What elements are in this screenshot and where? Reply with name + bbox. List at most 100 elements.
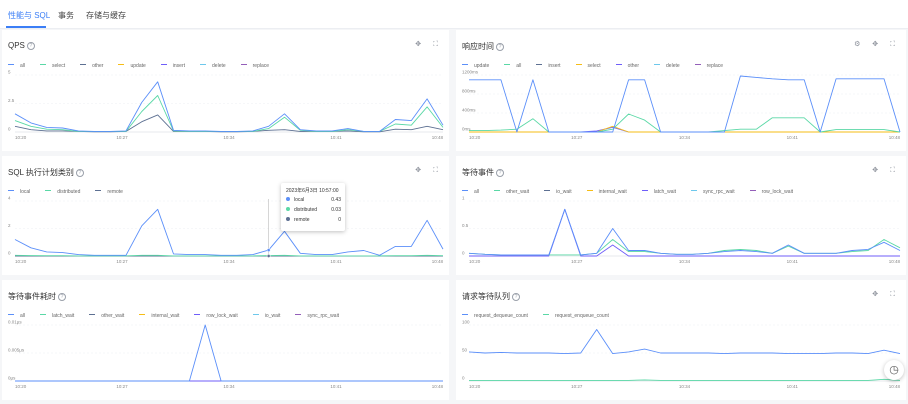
legend-swatch — [139, 314, 146, 315]
legend-item[interactable]: row_lock_wait — [194, 313, 238, 319]
panel-tools-icons[interactable]: ✥ ⛶ — [872, 291, 900, 298]
line-chart[interactable]: 0µs 0.005µs 0.01µs 10:20 10:27 10:34 10:41 10:4… — [2, 280, 449, 400]
line-chart[interactable]: 0 50 100 10:20 10:27 10:34 10:41 10:48 — [456, 280, 906, 400]
y-tick-label: 0 — [462, 251, 465, 256]
legend-label: delete — [212, 63, 226, 69]
legend-item[interactable]: internal_wait — [586, 189, 627, 195]
tooltip-series-name: remote — [294, 217, 310, 223]
legend-item[interactable]: io_wait — [252, 313, 281, 319]
x-tick-label: 10:48 — [889, 384, 901, 389]
legend-item[interactable]: delete — [200, 63, 226, 69]
legend-item[interactable]: internal_wait — [139, 313, 179, 319]
help-icon[interactable]: ? — [75, 169, 84, 177]
legend-item[interactable]: delete — [654, 63, 680, 69]
panel-tools-icons[interactable]: ✥ ⛶ — [415, 167, 443, 174]
line-chart[interactable]: 0ms 400ms 800ms 1200ms 10:20 10:27 10:34 10:41 1… — [456, 30, 906, 151]
legend-label: other_wait — [101, 313, 125, 319]
legend-swatch — [80, 64, 87, 65]
x-tick-label: 10:20 — [469, 259, 481, 264]
legend-item[interactable]: latch_wait — [641, 189, 676, 195]
legend-item[interactable]: update — [118, 63, 146, 69]
y-tick-label: 0.5 — [462, 223, 469, 228]
legend-label: local — [20, 189, 31, 195]
x-tick-label: 10:34 — [223, 135, 235, 140]
help-icon[interactable]: ? — [496, 169, 504, 177]
legend-item[interactable]: distributed — [45, 189, 80, 195]
legend-swatch — [200, 64, 207, 65]
legend-item[interactable]: all — [8, 63, 25, 69]
legend-item[interactable]: all — [504, 63, 521, 69]
x-tick-label: 10:20 — [15, 259, 27, 264]
panel-tools-icons[interactable]: ✥ ⛶ — [415, 41, 443, 48]
legend-label: sync_rpc_wait — [307, 313, 340, 319]
legend-swatch — [504, 64, 511, 65]
tooltip-row: remote 0 — [286, 217, 341, 225]
tab-storage-cache[interactable]: 存储与缓存 — [86, 11, 126, 20]
series-line-select — [14, 95, 444, 132]
line-chart[interactable]: 0 2.5 5 10:20 10:27 10:34 10:41 10:48 — [2, 30, 449, 151]
legend-item[interactable]: all — [8, 313, 25, 319]
legend-swatch — [462, 314, 468, 315]
legend-swatch — [749, 190, 756, 191]
legend-swatch — [89, 314, 96, 315]
legend-item[interactable]: row_lock_wait — [749, 189, 793, 195]
panel-tools-icons[interactable]: ✥ ⛶ — [872, 167, 900, 174]
legend-swatch — [544, 190, 551, 191]
legend-item[interactable]: sync_rpc_wait — [690, 189, 735, 195]
tab-transaction[interactable]: 事务 — [58, 11, 74, 20]
legend-item[interactable]: update — [462, 63, 489, 69]
y-tick-label: 0 — [8, 127, 11, 132]
legend-item[interactable]: select — [40, 63, 65, 69]
help-icon[interactable]: ? — [512, 293, 520, 301]
legend-item[interactable]: replace — [240, 63, 269, 69]
panel-tools-icons[interactable]: ⚙ ✥ ⛶ — [854, 41, 900, 48]
y-tick-label: 0.005µs — [8, 348, 25, 353]
legend-item[interactable]: all — [462, 189, 479, 195]
series-line-request-dequeue-count — [468, 329, 901, 355]
panel-title-text: 等待事件 — [462, 168, 494, 177]
legend-label: update — [130, 63, 146, 69]
tooltip-series-value: 0.03 — [331, 207, 341, 213]
x-tick-label: 10:34 — [223, 259, 235, 264]
x-tick-label: 10:48 — [432, 384, 444, 389]
series-line-distributed — [14, 254, 444, 257]
legend-label: other_wait — [506, 189, 530, 195]
legend-item[interactable]: other_wait — [89, 313, 124, 319]
legend-item[interactable]: other — [615, 63, 639, 69]
legend-swatch — [240, 64, 247, 65]
x-tick-label: 10:48 — [432, 259, 444, 264]
legend-item[interactable]: sync_rpc_wait — [295, 313, 339, 319]
help-icon[interactable]: ? — [26, 42, 35, 50]
tooltip-series-value: 0.43 — [331, 197, 341, 203]
panel-title: 请求等待队列? — [462, 291, 520, 302]
legend-item[interactable]: io_wait — [544, 189, 572, 195]
y-tick-label: 0 — [8, 251, 11, 256]
legend-item[interactable]: remote — [95, 189, 123, 195]
legend-item[interactable]: request_enqueue_count — [542, 313, 609, 319]
tab-performance-sql[interactable]: 性能与 SQL — [8, 11, 51, 20]
legend-item[interactable]: latch_wait — [40, 313, 74, 319]
legend-label: update — [474, 63, 490, 69]
legend-swatch — [118, 64, 125, 65]
tooltip-series-value: 0 — [338, 217, 341, 223]
line-chart[interactable]: 0 0.5 1 10:20 10:27 10:34 10:41 10:48 — [456, 156, 906, 275]
legend-item[interactable]: insert — [536, 63, 561, 69]
chart-legend: all latch_wait other_wait internal_wait row_… — [8, 313, 354, 321]
legend-label: insert — [172, 63, 186, 69]
legend-label: io_wait — [264, 313, 281, 319]
line-chart[interactable]: 0 2 4 10:20 10:27 10:34 10:41 10:48 — [2, 156, 449, 275]
legend-item[interactable]: other — [80, 63, 103, 69]
legend-item[interactable]: other_wait — [494, 189, 529, 195]
clock-icon[interactable]: ◷ — [884, 360, 904, 380]
legend-item[interactable]: select — [575, 63, 601, 69]
series-line-local — [14, 208, 444, 256]
help-icon[interactable]: ? — [58, 293, 66, 301]
x-tick-label: 10:27 — [116, 259, 128, 264]
legend-item[interactable]: local — [8, 189, 30, 195]
help-icon[interactable]: ? — [496, 43, 504, 51]
series-dot — [286, 207, 290, 211]
legend-item[interactable]: replace — [694, 63, 723, 69]
legend-item[interactable]: request_dequeue_count — [462, 313, 528, 319]
series-line-all — [15, 324, 443, 382]
legend-item[interactable]: insert — [160, 63, 186, 69]
